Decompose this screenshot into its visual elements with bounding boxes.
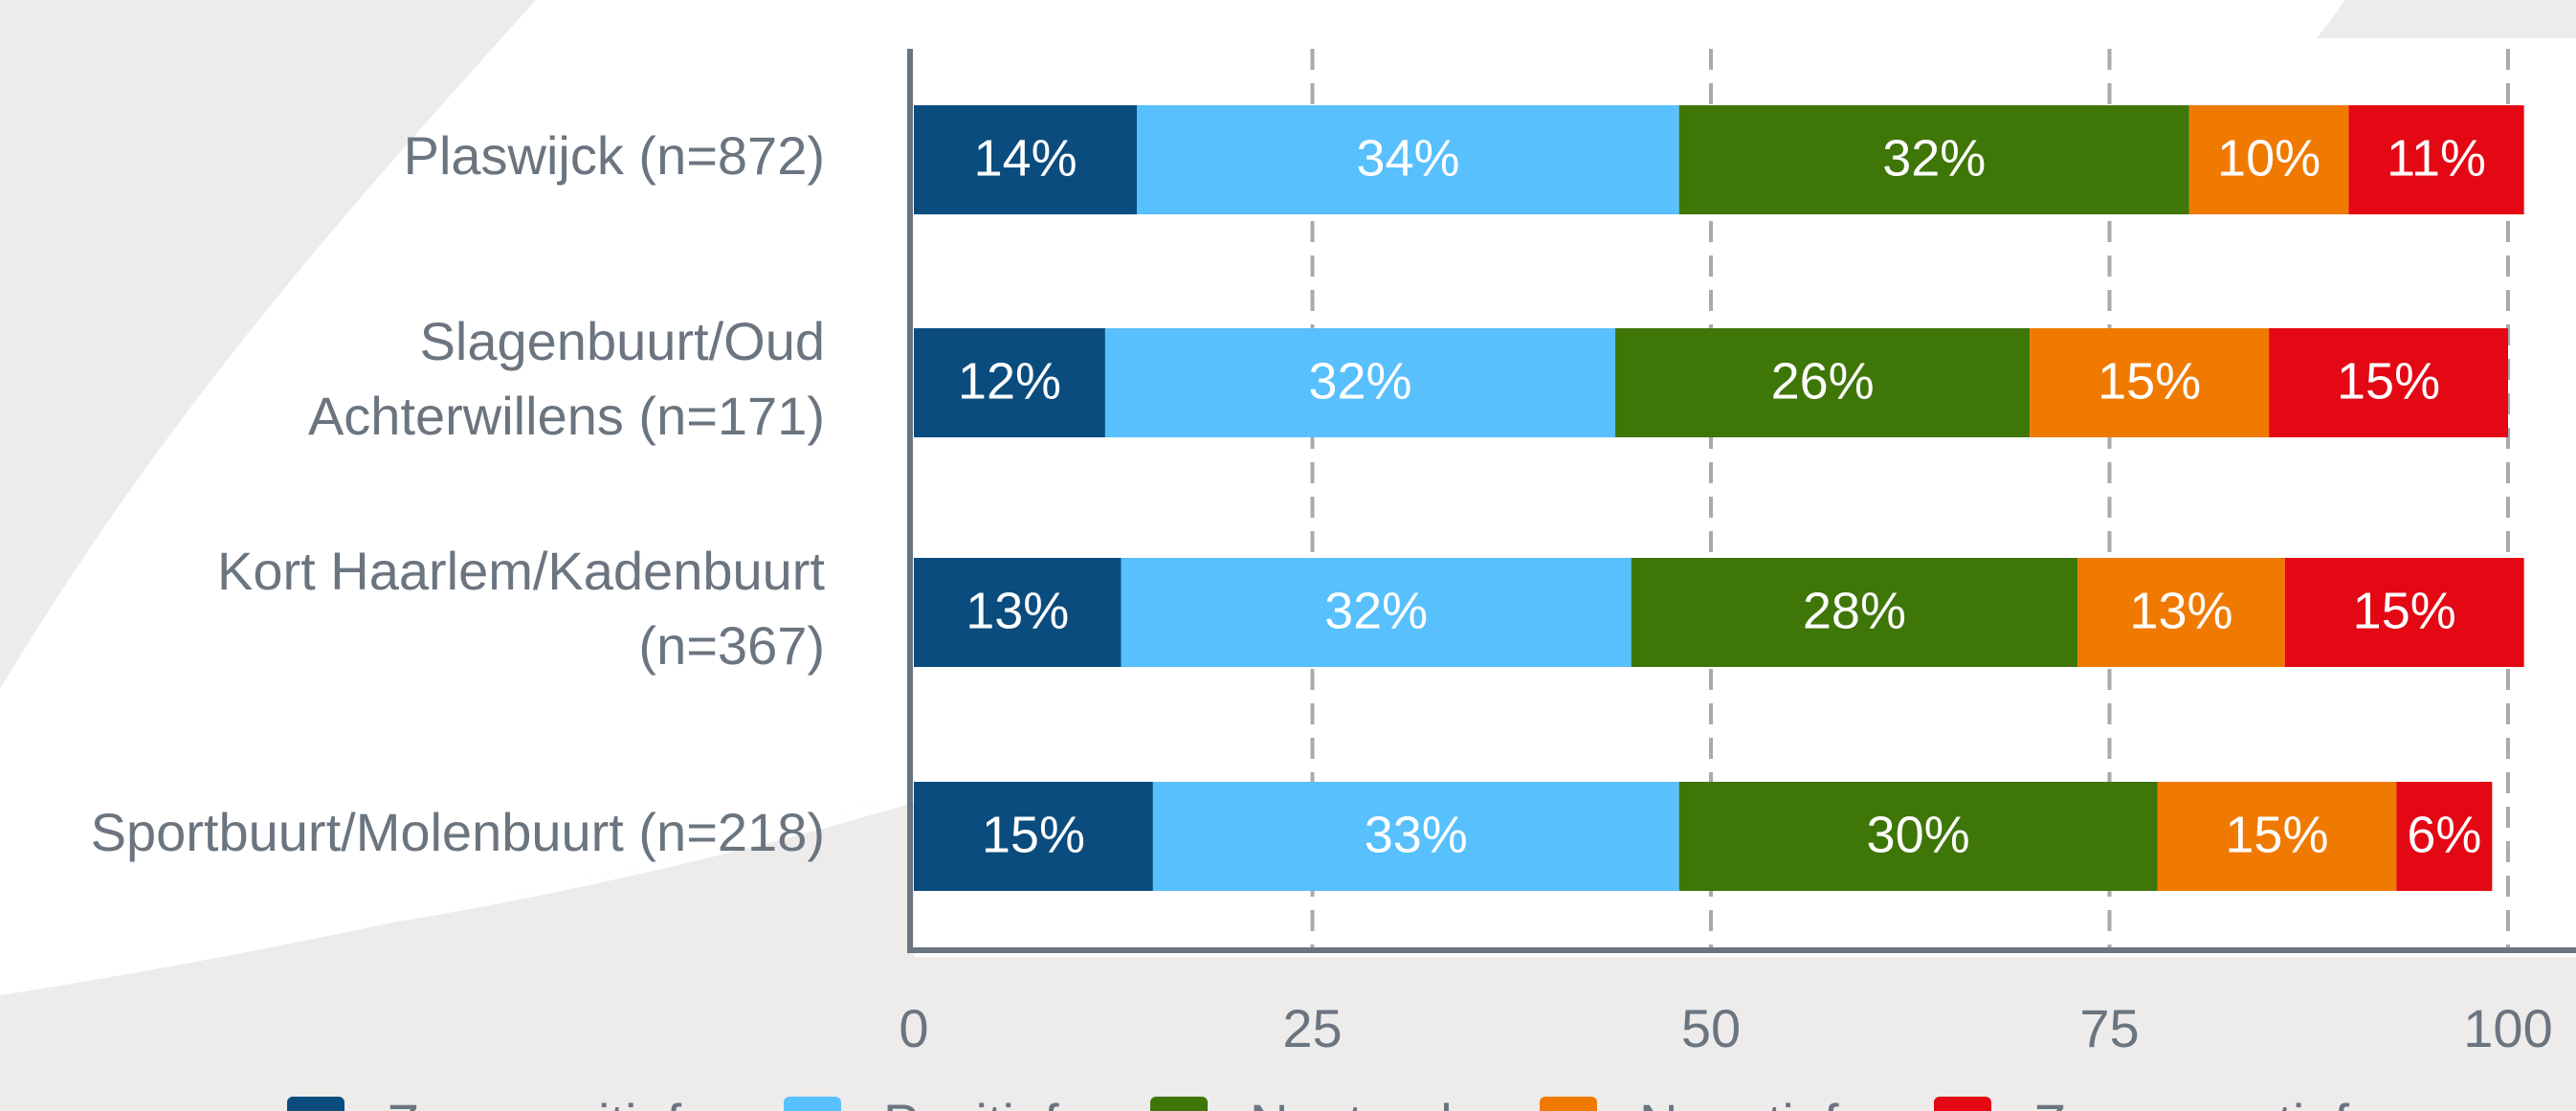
bar-segment bbox=[1121, 558, 1632, 667]
y-tick-label: Achterwillens (n=171) bbox=[308, 386, 825, 446]
y-tick-label: (n=367) bbox=[638, 615, 825, 676]
bar-segment bbox=[1615, 328, 2031, 437]
legend-label: Zeer negatief bbox=[2033, 1093, 2349, 1111]
legend-swatch bbox=[1150, 1097, 1208, 1111]
bar-segment bbox=[2188, 105, 2349, 214]
bar-segment bbox=[914, 558, 1121, 667]
data-label: 30% bbox=[1867, 806, 1970, 863]
bar-segment bbox=[1678, 782, 2158, 891]
bar-segment bbox=[2077, 558, 2285, 667]
data-label: 32% bbox=[1308, 352, 1411, 410]
x-tick-label: 100 bbox=[2463, 998, 2552, 1058]
data-label: 6% bbox=[2407, 806, 2481, 863]
bar-segment bbox=[2396, 782, 2493, 891]
legend-swatch bbox=[287, 1097, 344, 1111]
bar-segment bbox=[2269, 328, 2508, 437]
legend-label: Neutraal bbox=[1250, 1093, 1453, 1111]
bar-segment bbox=[1152, 782, 1679, 891]
bar-segment bbox=[914, 782, 1153, 891]
x-tick-label: 0 bbox=[899, 998, 928, 1058]
data-label: 13% bbox=[2129, 582, 2232, 639]
bar-segment bbox=[1137, 105, 1679, 214]
legend-swatch bbox=[1934, 1097, 1991, 1111]
data-label: 14% bbox=[974, 129, 1077, 187]
bar-segment bbox=[2284, 558, 2524, 667]
data-label: 34% bbox=[1356, 129, 1459, 187]
y-tick-label: Kort Haarlem/Kadenbuurt bbox=[217, 541, 825, 601]
data-label: 15% bbox=[982, 806, 1085, 863]
data-label: 15% bbox=[2353, 582, 2456, 639]
bar-segment bbox=[1678, 105, 2189, 214]
data-label: 15% bbox=[2337, 352, 2440, 410]
x-tick-label: 75 bbox=[2079, 998, 2139, 1058]
y-tick-label: Sportbuurt/Molenbuurt (n=218) bbox=[91, 802, 825, 862]
bar-segment bbox=[914, 105, 1138, 214]
data-label: 33% bbox=[1365, 806, 1468, 863]
legend-label: Negatief bbox=[1639, 1093, 1839, 1111]
legend-swatch bbox=[1540, 1097, 1597, 1111]
y-tick-label: Slagenbuurt/Oud bbox=[420, 311, 825, 371]
data-label: 32% bbox=[1882, 129, 1986, 187]
legend-swatch bbox=[784, 1097, 841, 1111]
bar-segment bbox=[2157, 782, 2397, 891]
bar-segment bbox=[2348, 105, 2524, 214]
bar-segment bbox=[914, 328, 1105, 437]
data-label: 15% bbox=[2225, 806, 2328, 863]
legend-label: Zeer positief bbox=[387, 1093, 682, 1111]
data-label: 11% bbox=[2387, 129, 2486, 187]
data-label: 15% bbox=[2098, 352, 2201, 410]
data-label: 12% bbox=[958, 352, 1061, 410]
legend-label: Positief bbox=[883, 1093, 1059, 1111]
data-label: 13% bbox=[966, 582, 1069, 639]
y-tick-label: Plaswijck (n=872) bbox=[404, 125, 825, 186]
x-tick-label: 50 bbox=[1681, 998, 1741, 1058]
bar-segment bbox=[1631, 558, 2078, 667]
bar-segment bbox=[2030, 328, 2270, 437]
bar-segment bbox=[1104, 328, 1616, 437]
background-swoosh bbox=[0, 0, 536, 689]
data-label: 10% bbox=[2217, 129, 2321, 187]
data-label: 26% bbox=[1771, 352, 1875, 410]
data-label: 32% bbox=[1324, 582, 1428, 639]
data-label: 28% bbox=[1803, 582, 1906, 639]
x-tick-label: 25 bbox=[1282, 998, 1342, 1058]
